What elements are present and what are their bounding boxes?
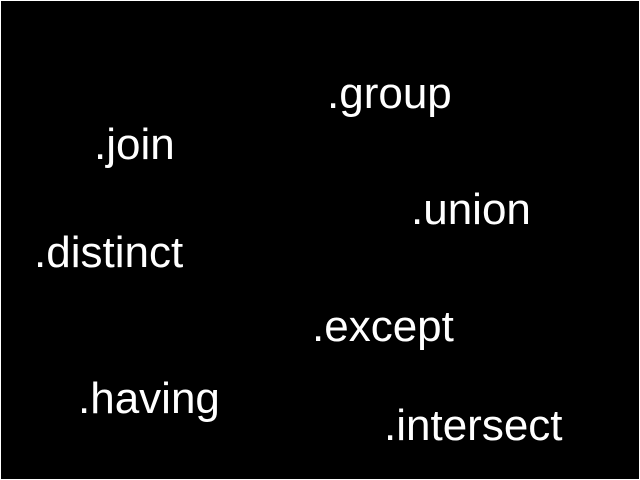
word-union: .union	[411, 185, 531, 234]
word-join: .join	[94, 120, 175, 169]
word-distinct: .distinct	[34, 228, 184, 277]
word-group: .group	[327, 69, 452, 118]
word-intersect: .intersect	[384, 401, 563, 450]
word-except: .except	[312, 302, 454, 351]
word-having: .having	[78, 374, 220, 423]
